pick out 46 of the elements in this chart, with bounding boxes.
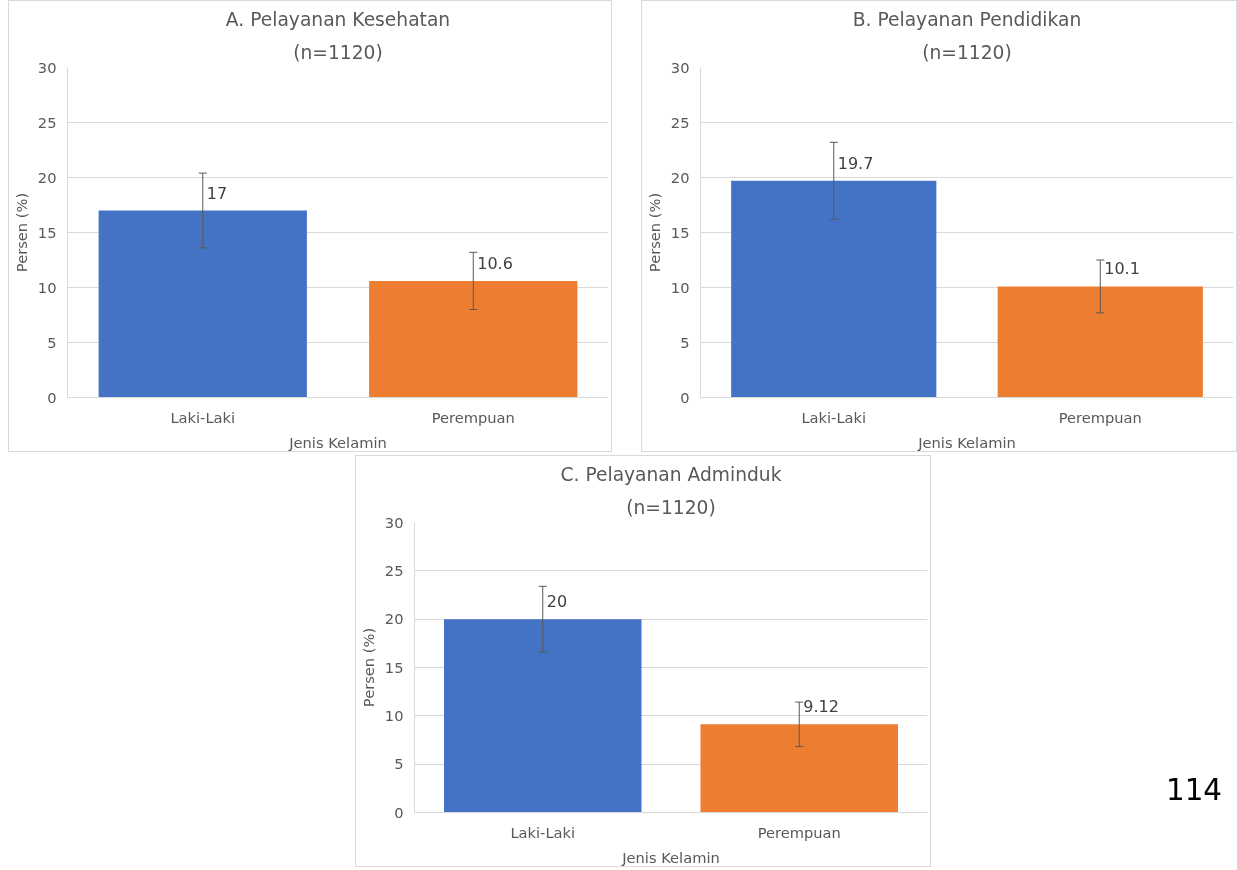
y-tick-label: 15 [670,223,690,241]
x-tick-label: Laki-Laki [170,408,236,426]
chart-subtitle: (n=1120) [922,41,1012,63]
y-axis-title: Persen (%) [359,627,377,708]
data-label: 10.6 [477,253,513,273]
x-axis-title: Jenis Kelamin [288,433,387,451]
x-axis-title: Jenis Kelamin [621,848,720,866]
data-label: 9.12 [803,697,839,717]
y-tick-label: 20 [670,168,690,186]
y-tick-label: 30 [670,58,690,76]
y-tick-label: 10 [670,278,690,296]
x-tick-label: Laki-Laki [510,823,576,841]
y-tick-label: 5 [47,333,57,351]
y-tick-label: 15 [37,223,57,241]
y-tick-label: 30 [384,513,404,531]
y-tick-label: 0 [47,388,57,406]
data-label: 19.7 [837,153,874,173]
y-tick-label: 25 [384,561,404,579]
chart-subtitle: (n=1120) [293,41,383,63]
chart-title: C. Pelayanan Adminduk [560,463,782,485]
y-tick-label: 5 [680,333,690,351]
chart-subtitle: (n=1120) [626,496,716,518]
text: 114 [1166,772,1222,809]
y-tick-label: 5 [394,755,404,773]
y-tick-label: 25 [37,113,57,131]
x-tick-label: Laki-Laki [801,408,867,426]
x-tick-label: Perempuan [1058,408,1142,426]
y-axis-title: Persen (%) [645,192,663,273]
y-tick-label: 0 [680,388,690,406]
x-tick-label: Perempuan [757,823,841,841]
y-tick-label: 15 [384,658,404,676]
data-label: 10.1 [1104,259,1140,279]
y-tick-label: 30 [37,58,57,76]
y-tick-label: 0 [394,803,404,821]
data-label: 17 [206,183,228,203]
y-tick-label: 10 [384,706,404,724]
x-tick-label: Perempuan [431,408,515,426]
y-tick-label: 25 [670,113,690,131]
y-tick-label: 20 [384,610,404,628]
y-axis-title: Persen (%) [12,192,30,273]
y-tick-label: 20 [37,168,57,186]
chart-title: A. Pelayanan Kesehatan [225,8,451,30]
chart-title: B. Pelayanan Pendidikan [852,8,1082,30]
x-axis-title: Jenis Kelamin [917,433,1016,451]
data-label: 20 [546,592,568,612]
y-tick-label: 10 [37,278,57,296]
